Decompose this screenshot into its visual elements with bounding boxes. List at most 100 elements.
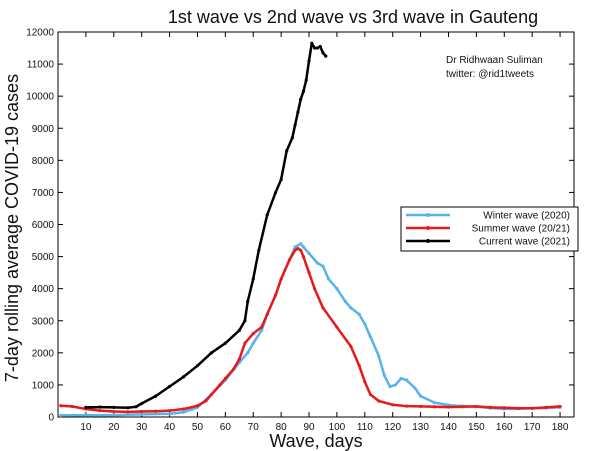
- series-point-1: [335, 325, 339, 329]
- series-point-0: [377, 354, 381, 358]
- x-tick-label: 170: [524, 422, 541, 433]
- series-point-0: [84, 413, 88, 417]
- series-point-0: [307, 251, 311, 255]
- series-point-1: [516, 406, 520, 410]
- series-point-2: [318, 44, 322, 49]
- legend-marker-1: [426, 226, 430, 230]
- series-point-1: [223, 376, 227, 381]
- series-point-1: [243, 341, 247, 345]
- series-point-1: [167, 408, 172, 413]
- series-point-1: [357, 364, 361, 368]
- series-point-1: [307, 271, 311, 275]
- legend-marker-0: [426, 213, 430, 217]
- series-point-2: [98, 405, 102, 409]
- series-point-1: [301, 254, 306, 259]
- series-point-2: [290, 136, 294, 140]
- x-tick-label: 80: [276, 422, 288, 433]
- x-tick-label: 100: [329, 422, 346, 433]
- series-point-1: [296, 246, 300, 251]
- series-point-0: [399, 376, 403, 381]
- y-axis: 0 1000 2000 3000 4000 5000 6000 7000 8000 9000 100…: [26, 28, 574, 424]
- series-point-2: [285, 149, 289, 153]
- x-tick-label: 110: [357, 422, 373, 433]
- x-tick-label: 150: [468, 422, 485, 433]
- series-point-0: [382, 373, 386, 377]
- series-point-0: [432, 400, 437, 405]
- series-point-1: [558, 404, 562, 409]
- series-point-2: [237, 328, 241, 332]
- x-tick-label: 70: [248, 422, 260, 433]
- series-point-0: [167, 412, 172, 416]
- y-tick-label: 9000: [32, 124, 55, 135]
- series-point-1: [251, 331, 255, 336]
- series-point-2: [223, 341, 227, 345]
- series-point-2: [296, 110, 300, 114]
- legend: Winter wave (2020) Summer wave (20/21) Cur…: [400, 206, 579, 252]
- legend-marker-2: [426, 239, 430, 243]
- series-point-1: [377, 399, 381, 403]
- series-point-1: [209, 392, 214, 397]
- series-point-2: [126, 406, 130, 410]
- series-point-1: [279, 277, 283, 281]
- series-point-1: [195, 404, 200, 408]
- series-point-1: [460, 405, 465, 409]
- series-point-2: [209, 351, 214, 355]
- series-point-2: [181, 375, 186, 379]
- x-axis-title: Wave, days: [269, 431, 362, 451]
- series-point-2: [112, 405, 116, 409]
- series-point-1: [287, 258, 292, 262]
- series-point-1: [488, 405, 492, 409]
- y-tick-label: 0: [48, 413, 54, 424]
- x-tick-label: 20: [108, 422, 120, 433]
- series-point-0: [251, 341, 255, 345]
- series-point-2: [324, 54, 328, 58]
- series-point-2: [154, 394, 158, 398]
- series-point-2: [279, 177, 283, 182]
- series-point-0: [405, 378, 409, 382]
- series-point-2: [251, 277, 255, 281]
- series-point-1: [140, 409, 144, 414]
- series-point-1: [446, 405, 451, 409]
- series-point-0: [260, 328, 264, 332]
- series-point-1: [218, 383, 222, 387]
- series-point-2: [307, 59, 311, 63]
- x-tick-label: 180: [552, 422, 569, 433]
- series-point-2: [304, 78, 308, 82]
- series-point-1: [237, 357, 241, 361]
- x-tick-label: 160: [496, 422, 513, 433]
- series-point-1: [391, 403, 395, 407]
- series-point-1: [321, 306, 325, 310]
- x-tick-label: 60: [220, 422, 232, 433]
- series-point-0: [413, 386, 417, 390]
- x-tick-label: 40: [164, 422, 176, 433]
- series-point-1: [70, 404, 74, 409]
- x-tick-label: 50: [192, 422, 204, 433]
- series-point-1: [418, 404, 423, 409]
- series-point-1: [273, 293, 278, 297]
- y-tick-label: 10000: [26, 92, 54, 103]
- series-point-1: [368, 392, 372, 397]
- chart-title: 1st wave vs 2nd wave vs 3rd wave in Gaut…: [168, 7, 538, 27]
- series-point-0: [363, 322, 367, 326]
- y-tick-label: 12000: [26, 28, 54, 39]
- series-point-1: [530, 406, 534, 410]
- series-point-2: [195, 364, 200, 368]
- series-point-0: [315, 261, 319, 265]
- y-tick-label: 5000: [32, 252, 55, 263]
- series-point-0: [418, 394, 423, 398]
- y-tick-label: 8000: [32, 156, 55, 167]
- x-tick-label: 140: [440, 422, 457, 433]
- series-point-2: [140, 401, 144, 406]
- y-tick-label: 1000: [32, 380, 55, 391]
- series-point-0: [388, 384, 392, 389]
- series-point-1: [260, 325, 264, 329]
- series-point-2: [273, 190, 278, 195]
- series-point-1: [265, 312, 269, 316]
- series-point-0: [357, 312, 361, 316]
- series-point-0: [140, 412, 144, 417]
- series-point-2: [315, 46, 319, 50]
- series-point-0: [393, 383, 398, 387]
- series-point-0: [59, 413, 63, 417]
